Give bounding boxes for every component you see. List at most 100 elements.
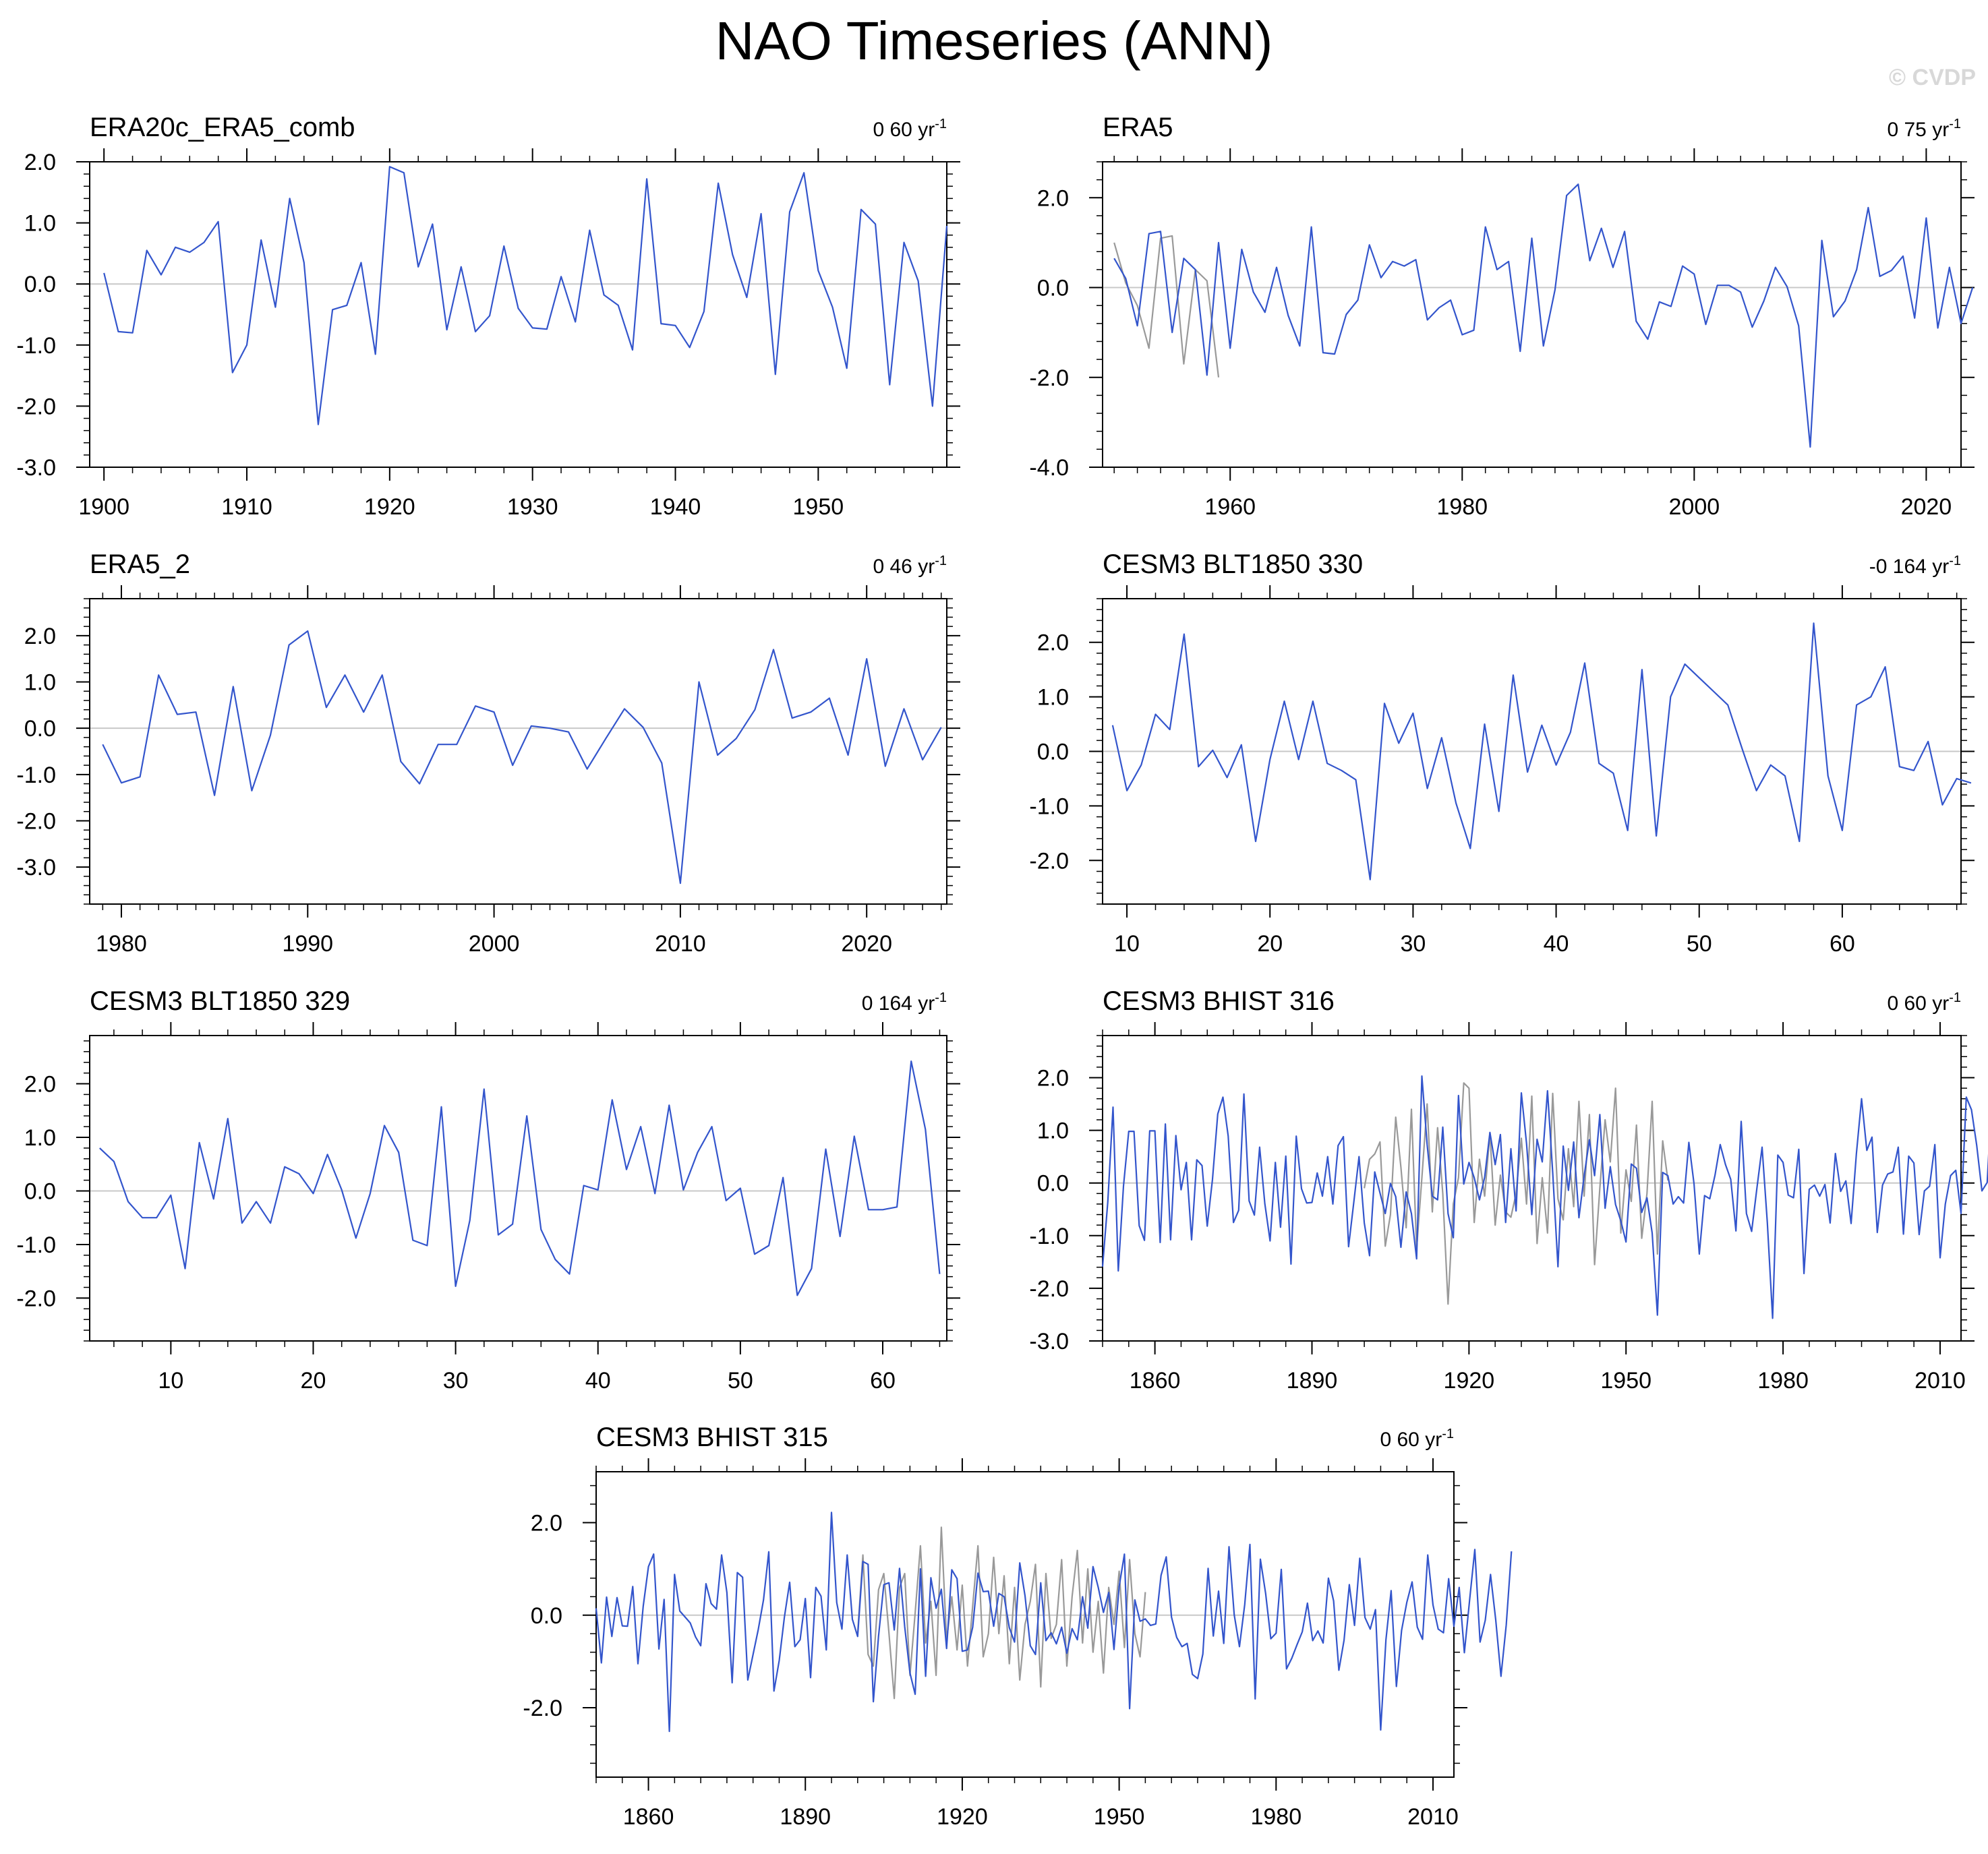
panel-title: CESM3 BHIST 316 bbox=[1103, 986, 1335, 1016]
panel-4: CESM3 BLT1850 330 -0 164 yr-1 10 20 30 40 50 60… bbox=[1029, 549, 1975, 957]
trend-label: 0 60 yr-1 bbox=[1887, 990, 1961, 1015]
obs-series-line bbox=[1113, 235, 1220, 378]
obs-series-line bbox=[856, 1526, 1146, 1700]
trend-exponent: -1 bbox=[935, 554, 947, 568]
x-tick-label: 1920 bbox=[364, 494, 415, 520]
x-tick-label: 2020 bbox=[841, 931, 892, 957]
x-tick-label: 60 bbox=[1830, 931, 1855, 957]
x-tick-label: 1930 bbox=[507, 494, 558, 520]
trend-exponent: -1 bbox=[1949, 117, 1961, 131]
y-tick-label: -1.0 bbox=[16, 762, 56, 788]
x-tick-label: 50 bbox=[728, 1368, 753, 1394]
panel-title: CESM3 BHIST 315 bbox=[596, 1423, 828, 1452]
plot-frame bbox=[89, 1035, 947, 1342]
panel-title: CESM3 BLT1850 330 bbox=[1103, 549, 1363, 579]
y-tick-label: -1.0 bbox=[16, 333, 56, 359]
y-tick-label: 1.0 bbox=[24, 1125, 56, 1151]
series-line bbox=[99, 1060, 941, 1296]
x-tick-label: 1890 bbox=[780, 1804, 831, 1830]
y-tick-label: 0.0 bbox=[1037, 740, 1069, 765]
x-tick-label: 1920 bbox=[1444, 1368, 1495, 1394]
x-tick-label: 1940 bbox=[650, 494, 701, 520]
panel-2: ERA5 0 75 yr-1 1960 1980 2000 2020 -4.0 -2.0 0.0… bbox=[1029, 113, 1975, 520]
trend-unit: yr bbox=[918, 556, 935, 578]
x-tick-label: 2010 bbox=[1407, 1804, 1459, 1830]
panel-title: ERA20c_ERA5_comb bbox=[90, 113, 355, 142]
trend-unit: yr bbox=[918, 119, 935, 141]
series-line bbox=[1111, 622, 1972, 880]
series-line bbox=[1113, 183, 1974, 448]
y-tick-label: 2.0 bbox=[531, 1511, 562, 1536]
panel-title: CESM3 BLT1850 329 bbox=[90, 986, 350, 1016]
y-tick-label: 2.0 bbox=[1037, 1065, 1069, 1091]
trend-label: 0 60 yr-1 bbox=[873, 117, 947, 141]
y-tick-label: 1.0 bbox=[1037, 1118, 1069, 1144]
panel-1: ERA20c_ERA5_comb 0 60 yr-1 1900 1910 1920 193… bbox=[16, 113, 960, 520]
trend-label: 0 46 yr-1 bbox=[873, 554, 947, 578]
y-tick-label: -2.0 bbox=[1029, 1276, 1069, 1302]
panel-title: ERA5 bbox=[1103, 113, 1173, 142]
main-title: NAO Timeseries (ANN) bbox=[715, 11, 1273, 71]
trend-value: 0 60 bbox=[1887, 992, 1932, 1015]
x-tick-label: 60 bbox=[870, 1368, 896, 1394]
panel-6: CESM3 BHIST 316 0 60 yr-1 1860 1890 1920 1950… bbox=[1029, 986, 1988, 1394]
x-tick-label: 1980 bbox=[1250, 1804, 1302, 1830]
x-tick-label: 1980 bbox=[96, 931, 147, 957]
x-tick-label: 1950 bbox=[1094, 1804, 1145, 1830]
x-tick-label: 20 bbox=[1257, 931, 1283, 957]
x-tick-label: 50 bbox=[1687, 931, 1712, 957]
y-tick-label: 0.0 bbox=[24, 272, 56, 297]
x-tick-label: 1860 bbox=[1130, 1368, 1181, 1394]
y-tick-label: -2.0 bbox=[523, 1696, 562, 1721]
plot-frame bbox=[89, 161, 947, 468]
y-tick-label: -4.0 bbox=[1029, 455, 1069, 481]
trend-unit: yr bbox=[1932, 556, 1949, 578]
x-tick-label: 10 bbox=[158, 1368, 183, 1394]
x-tick-label: 1990 bbox=[282, 931, 333, 957]
y-tick-label: -1.0 bbox=[16, 1232, 56, 1258]
trend-label: -0 164 yr-1 bbox=[1869, 554, 1961, 578]
trend-value: 0 46 bbox=[873, 556, 918, 578]
y-tick-label: 0.0 bbox=[24, 1178, 56, 1204]
y-tick-label: 1.0 bbox=[24, 670, 56, 696]
trend-label: 0 75 yr-1 bbox=[1887, 117, 1961, 141]
x-tick-label: 2010 bbox=[655, 931, 706, 957]
y-tick-label: 0.0 bbox=[1037, 1171, 1069, 1197]
trend-value: 0 75 bbox=[1887, 119, 1932, 141]
x-tick-label: 1950 bbox=[1600, 1368, 1651, 1394]
trend-exponent: -1 bbox=[1949, 990, 1961, 1005]
y-tick-label: -3.0 bbox=[16, 455, 56, 481]
y-tick-label: -3.0 bbox=[16, 855, 56, 880]
trend-value: 0 164 bbox=[862, 992, 918, 1015]
x-tick-label: 1900 bbox=[78, 494, 129, 520]
obs-series-line bbox=[1364, 1082, 1669, 1305]
y-tick-label: -2.0 bbox=[16, 1286, 56, 1311]
trend-label: 0 60 yr-1 bbox=[1380, 1427, 1454, 1451]
trend-label: 0 164 yr-1 bbox=[862, 990, 947, 1015]
trend-value: -0 164 bbox=[1869, 556, 1932, 578]
series-line bbox=[102, 630, 942, 885]
x-tick-label: 1910 bbox=[221, 494, 272, 520]
trend-unit: yr bbox=[1932, 992, 1949, 1015]
x-tick-label: 2000 bbox=[469, 931, 520, 957]
panel-5: CESM3 BLT1850 329 0 164 yr-1 10 20 30 40 50 60 -… bbox=[16, 986, 960, 1394]
trend-exponent: -1 bbox=[1949, 554, 1961, 568]
x-tick-label: 1890 bbox=[1287, 1368, 1338, 1394]
x-tick-label: 1920 bbox=[937, 1804, 988, 1830]
plot-frame bbox=[89, 598, 947, 905]
y-tick-label: 2.0 bbox=[24, 624, 56, 649]
trend-exponent: -1 bbox=[935, 990, 947, 1005]
y-tick-label: 2.0 bbox=[24, 150, 56, 175]
series-line bbox=[1101, 1075, 1988, 1319]
panel-3: ERA5_2 0 46 yr-1 1980 1990 2000 2010 2020 -3.0 -… bbox=[16, 549, 960, 957]
panel-title: ERA5_2 bbox=[90, 549, 190, 579]
y-tick-label: 0.0 bbox=[531, 1603, 562, 1629]
x-tick-label: 1960 bbox=[1204, 494, 1256, 520]
x-tick-label: 20 bbox=[301, 1368, 326, 1394]
x-tick-label: 2010 bbox=[1914, 1368, 1966, 1394]
panel-7: CESM3 BHIST 315 0 60 yr-1 1860 1890 1920 1950… bbox=[523, 1423, 1513, 1830]
y-tick-label: -2.0 bbox=[1029, 365, 1069, 391]
trend-unit: yr bbox=[1425, 1429, 1442, 1451]
x-tick-label: 1980 bbox=[1436, 494, 1488, 520]
